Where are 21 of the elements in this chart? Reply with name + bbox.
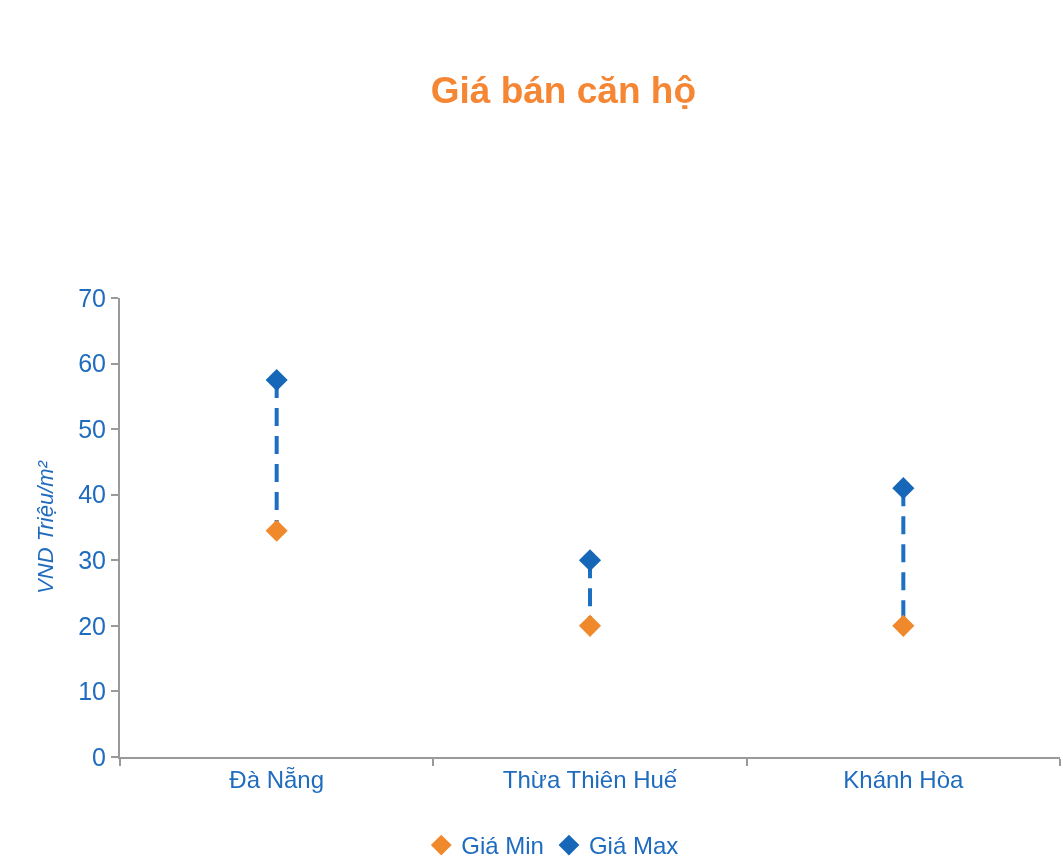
y-axis-title: VND Triệu/m² — [33, 460, 59, 594]
y-tick-label: 20 — [78, 611, 106, 640]
point — [265, 368, 288, 392]
point — [578, 614, 602, 637]
x-tick-label: Thừa Thiên Huế — [502, 765, 678, 793]
y-tick-label: 0 — [92, 742, 106, 771]
y-tick-label: 70 — [78, 283, 106, 312]
point — [578, 549, 602, 572]
point — [265, 519, 288, 542]
y-tick-label: 50 — [78, 414, 106, 443]
y-tick-label: 40 — [78, 480, 106, 509]
chart-title: Giá bán căn hộ — [430, 69, 696, 111]
x-tick-label: Đà Nẵng — [229, 765, 325, 793]
legend-label: Giá Max — [588, 832, 679, 860]
y-tick-label: 30 — [78, 546, 106, 575]
point — [892, 614, 915, 637]
y-tick-label: 60 — [78, 349, 106, 378]
y-tick-label: 10 — [78, 677, 106, 706]
legend-label: Giá Min — [461, 832, 544, 860]
point — [892, 477, 915, 500]
x-tick-label: Khánh Hòa — [843, 765, 965, 793]
